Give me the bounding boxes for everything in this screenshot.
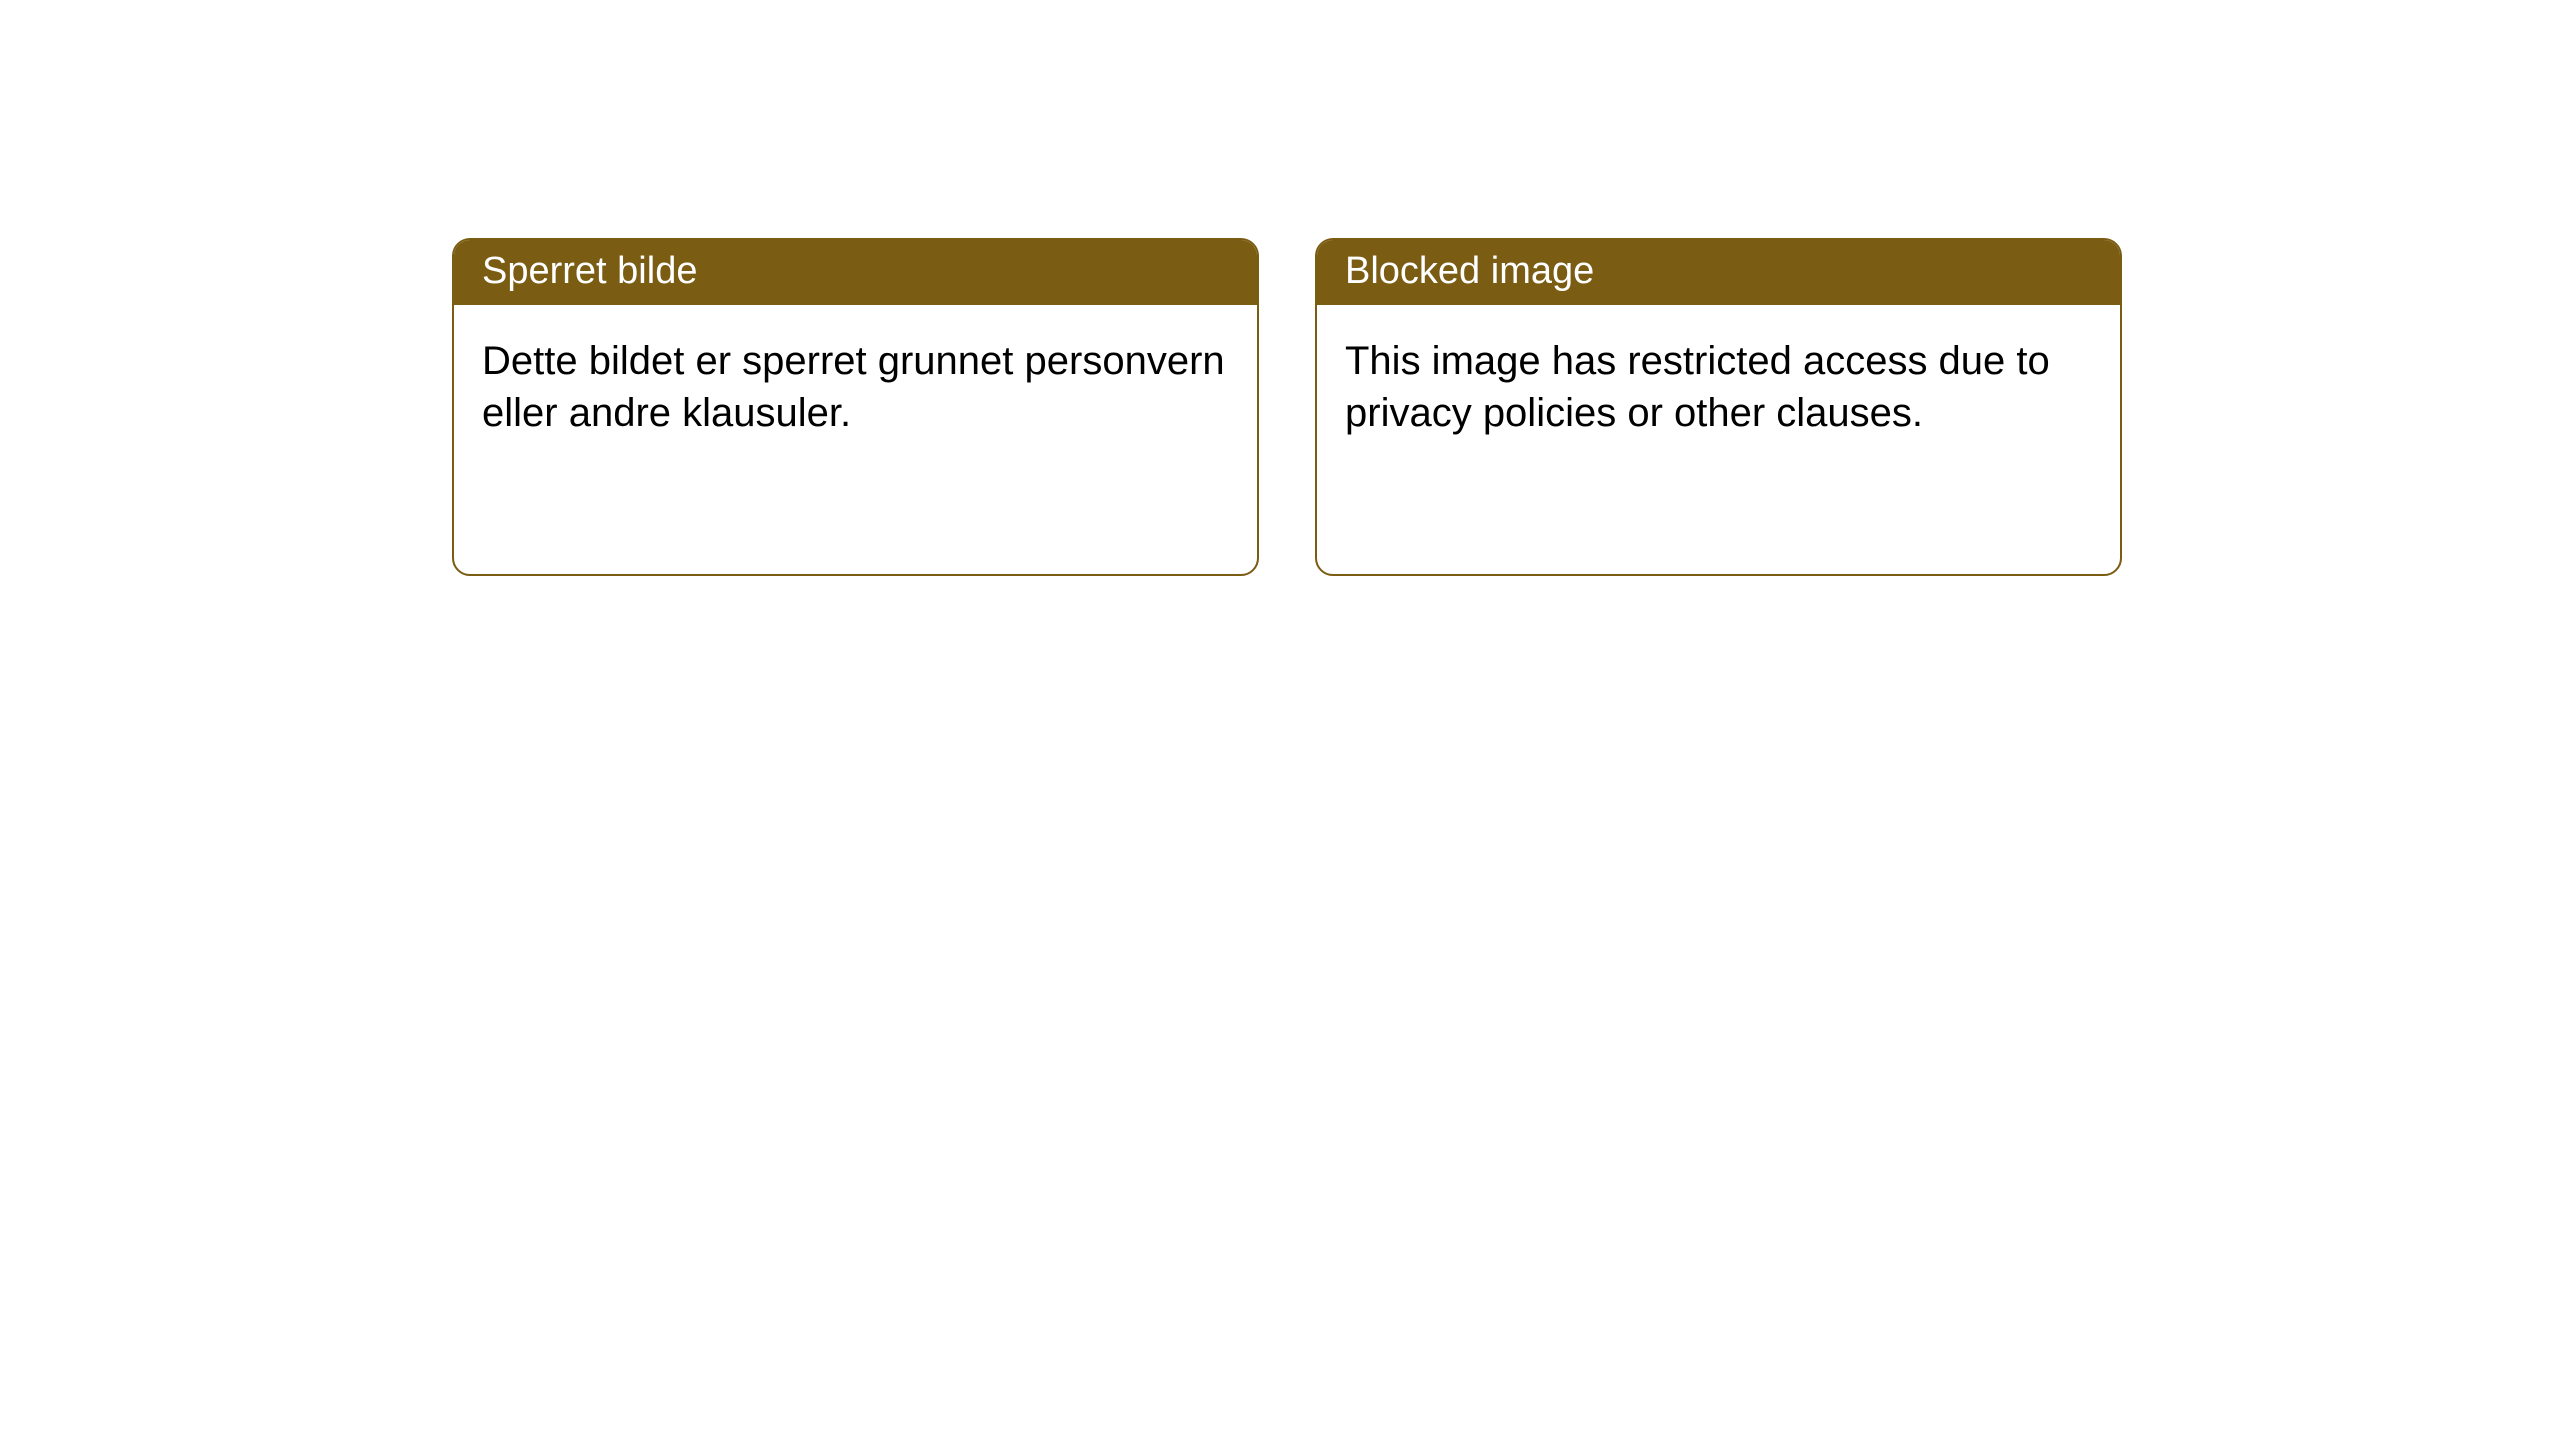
notice-card-norwegian: Sperret bilde Dette bildet er sperret gr… — [452, 238, 1259, 576]
notice-header-title: Blocked image — [1317, 240, 2120, 305]
notice-container: Sperret bilde Dette bildet er sperret gr… — [0, 0, 2560, 576]
notice-header-title: Sperret bilde — [454, 240, 1257, 305]
notice-body-text: Dette bildet er sperret grunnet personve… — [454, 305, 1257, 469]
notice-body-text: This image has restricted access due to … — [1317, 305, 2120, 469]
notice-card-english: Blocked image This image has restricted … — [1315, 238, 2122, 576]
